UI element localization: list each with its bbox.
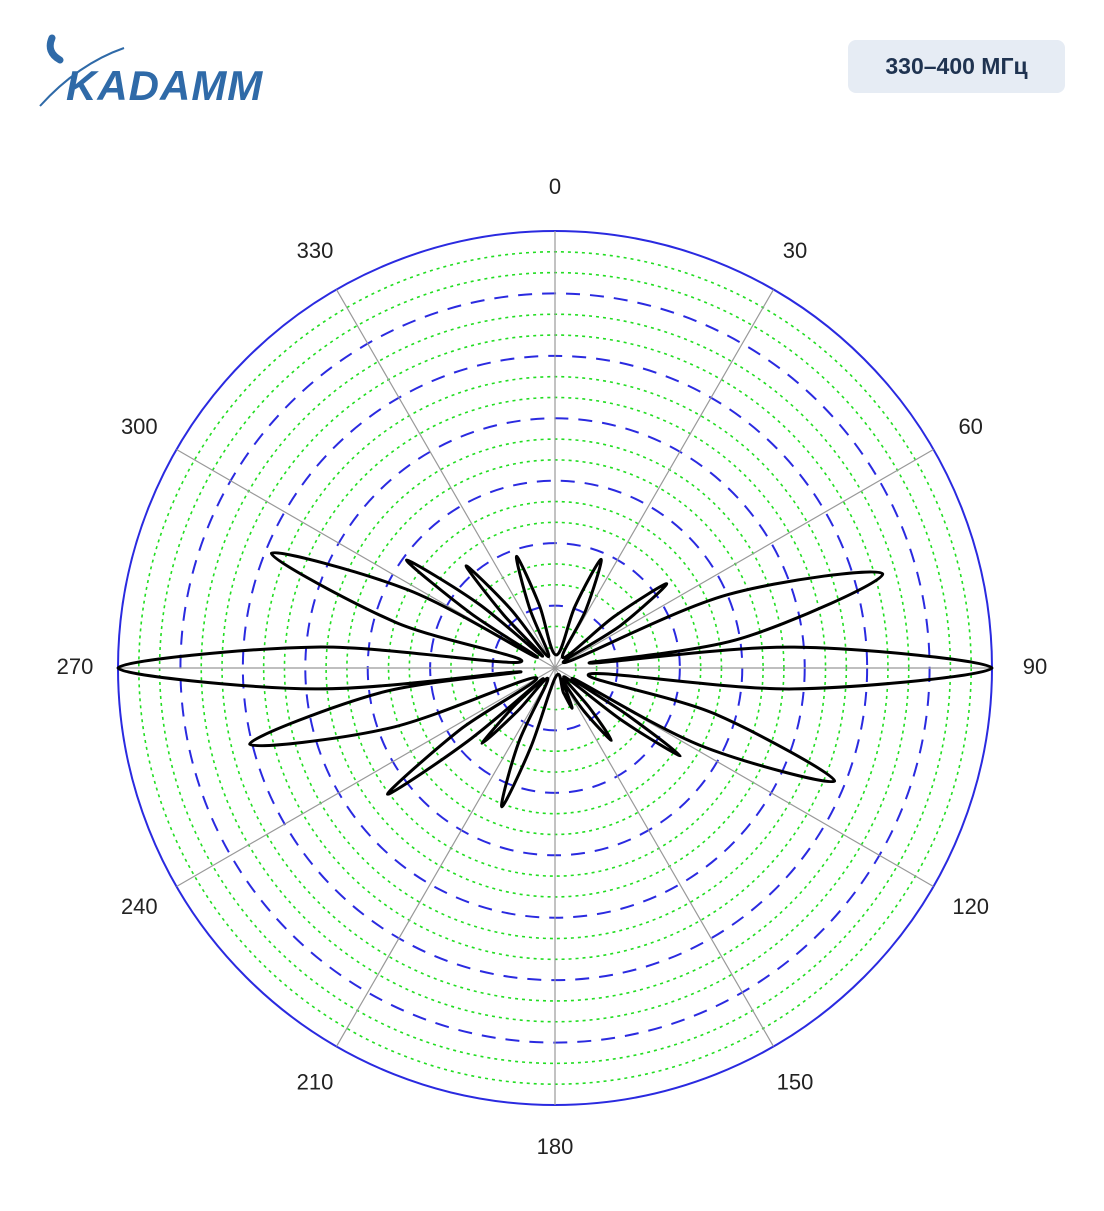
angle-label: 300 <box>121 414 158 439</box>
angle-label: 240 <box>121 894 158 919</box>
angle-label: 120 <box>952 894 989 919</box>
angle-label: 0 <box>549 174 561 199</box>
spoke <box>554 289 775 669</box>
chart: 0 30 60 90 120 150 180 210 240 270 300 330 <box>57 174 1048 1159</box>
logo-text: KADAMM <box>66 62 264 109</box>
angle-label: 210 <box>297 1070 334 1095</box>
angle-label: 150 <box>777 1070 814 1095</box>
angle-label: 90 <box>1023 654 1047 679</box>
spoke <box>176 667 556 888</box>
angle-label: 60 <box>958 414 982 439</box>
angle-label: 180 <box>537 1134 574 1159</box>
spoke <box>335 667 556 1047</box>
frequency-badge: 330–400 МГц <box>848 40 1065 93</box>
angle-label: 270 <box>57 654 94 679</box>
spoke <box>554 448 934 669</box>
angle-label: 30 <box>783 238 807 263</box>
spoke <box>335 289 556 669</box>
angle-label: 330 <box>297 238 334 263</box>
logo-mark <box>39 34 125 107</box>
pattern-line <box>116 551 994 809</box>
spoke <box>554 667 775 1047</box>
